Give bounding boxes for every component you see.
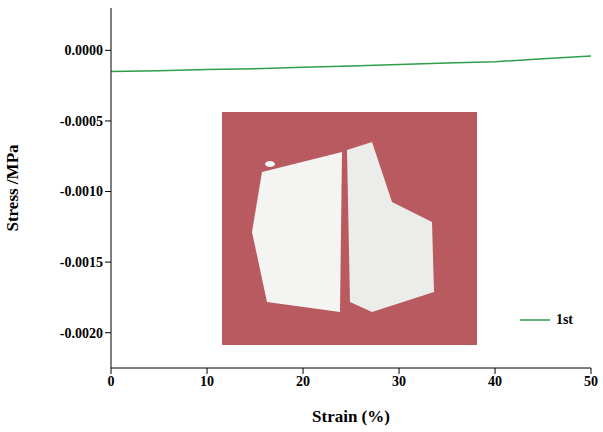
- svg-text:0: 0: [108, 374, 115, 389]
- svg-text:10: 10: [200, 374, 214, 389]
- html-text:1st: 1st: [555, 312, 573, 327]
- svg-text:0.0000: 0.0000: [65, 43, 104, 58]
- svg-text:-0.0020: -0.0020: [60, 326, 103, 341]
- svg-text:40: 40: [488, 374, 502, 389]
- svg-text:30: 30: [392, 374, 406, 389]
- svg-text:20: 20: [296, 374, 310, 389]
- svg-text:-0.0005: -0.0005: [60, 114, 103, 129]
- svg-text:-0.0015: -0.0015: [60, 255, 103, 270]
- svg-text:50: 50: [584, 374, 598, 389]
- svg-text:-0.0010: -0.0010: [60, 184, 103, 199]
- svg-text:Stress /MPa: Stress /MPa: [3, 144, 22, 232]
- svg-text:Strain (%): Strain (%): [312, 407, 390, 426]
